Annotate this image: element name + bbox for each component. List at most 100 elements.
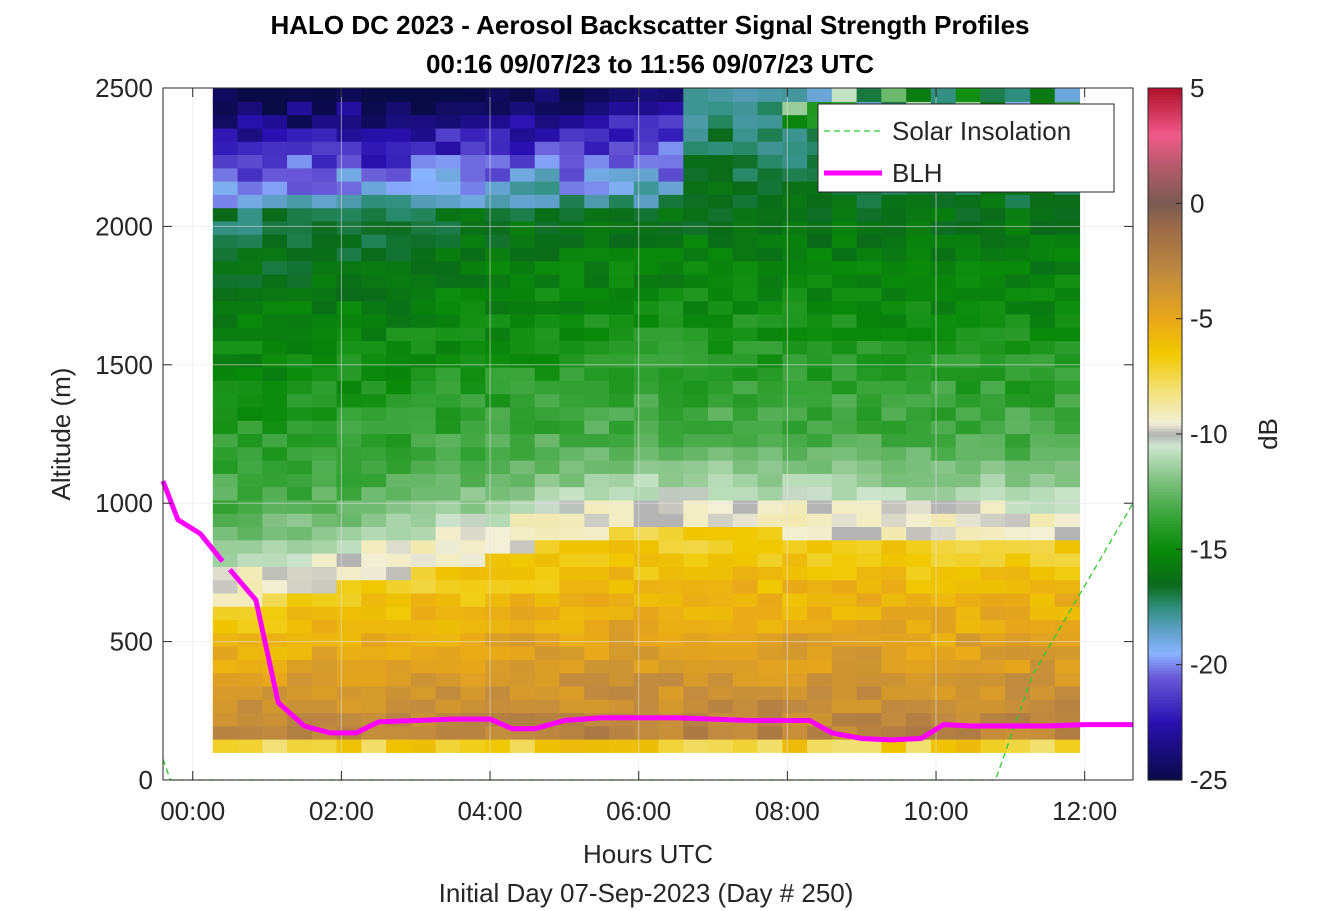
heatmap-cell — [782, 446, 808, 461]
heatmap-cell — [559, 499, 585, 514]
heatmap-cell — [906, 433, 932, 448]
heatmap-cell — [856, 685, 882, 700]
heatmap-cell — [460, 499, 486, 514]
colorbar-step — [1148, 733, 1182, 738]
colorbar-step — [1148, 765, 1182, 770]
heatmap-cell — [485, 274, 511, 288]
heatmap-cell — [336, 420, 362, 435]
colorbar-step — [1148, 373, 1182, 377]
heatmap-cell — [237, 420, 263, 435]
heatmap-cell — [658, 659, 684, 674]
heatmap-cell — [782, 274, 808, 288]
heatmap-cell — [658, 300, 684, 315]
heatmap-cell — [930, 393, 957, 408]
heatmap-cell — [386, 699, 412, 714]
heatmap-cell — [386, 632, 412, 647]
heatmap-cell — [237, 88, 263, 102]
colorbar-step — [1148, 457, 1182, 461]
colorbar-label: dB — [1253, 418, 1283, 450]
colorbar-step — [1148, 361, 1182, 366]
heatmap-cell — [584, 739, 610, 753]
colorbar-step — [1148, 745, 1182, 749]
heatmap-cell — [757, 672, 783, 687]
colorbar-step — [1148, 661, 1182, 666]
heatmap-cell — [509, 420, 536, 435]
heatmap-cell — [633, 446, 660, 461]
heatmap-cell — [336, 367, 362, 381]
heatmap-cell — [1005, 420, 1031, 435]
heatmap-cell — [435, 300, 462, 315]
heatmap-cell — [708, 553, 734, 567]
heatmap-cell — [633, 553, 660, 567]
heatmap-cell — [1054, 606, 1081, 621]
heatmap-cell — [955, 194, 982, 209]
heatmap-cell — [311, 340, 338, 355]
heatmap-cell — [287, 220, 313, 235]
heatmap-cell — [435, 553, 462, 567]
colorbar-step — [1148, 488, 1182, 493]
heatmap-cell — [1054, 526, 1081, 541]
heatmap-cell — [460, 101, 486, 116]
heatmap-cell — [485, 220, 511, 235]
heatmap-cell — [336, 207, 362, 222]
colorbar-step — [1148, 537, 1182, 542]
heatmap-cell — [584, 367, 610, 381]
colorbar-step — [1148, 532, 1182, 536]
heatmap-cell — [980, 739, 1006, 753]
heatmap-cell — [262, 553, 288, 567]
heatmap-cell — [237, 712, 263, 727]
heatmap-cell — [287, 672, 313, 687]
heatmap-cell — [757, 207, 783, 222]
heatmap-cell — [262, 659, 288, 674]
heatmap-cell — [559, 154, 585, 169]
heatmap-cell — [435, 247, 462, 262]
heatmap-cell — [435, 619, 462, 634]
heatmap-cell — [658, 88, 684, 102]
heatmap-cell — [386, 300, 412, 315]
colorbar-step — [1148, 434, 1182, 438]
colorbar-step — [1148, 514, 1182, 519]
heatmap-cell — [609, 114, 635, 129]
heatmap-cell — [708, 194, 734, 209]
heatmap-cell — [782, 606, 808, 621]
heatmap-cell — [782, 553, 808, 567]
heatmap-cell — [708, 619, 734, 634]
heatmap-cell — [287, 420, 313, 435]
heatmap-cell — [212, 88, 239, 102]
heatmap-cell — [708, 446, 734, 461]
heatmap-cell — [485, 114, 511, 129]
colorbar-step — [1148, 356, 1182, 360]
heatmap-cell — [386, 327, 412, 342]
heatmap-cell — [658, 619, 684, 634]
y-tick-label: 1000 — [95, 488, 153, 518]
heatmap-cell — [212, 486, 239, 501]
heatmap-cell — [906, 287, 932, 302]
heatmap-cell — [1054, 499, 1081, 514]
heatmap-cell — [683, 526, 709, 541]
colorbar-step — [1148, 540, 1182, 545]
heatmap-cell — [782, 619, 808, 634]
heatmap-cell — [708, 274, 734, 288]
heatmap-cell — [435, 739, 462, 753]
heatmap-cell — [732, 127, 759, 142]
heatmap-cell — [1054, 513, 1081, 528]
heatmap-cell — [485, 287, 511, 302]
heatmap-cell — [881, 260, 907, 275]
heatmap-cell — [1005, 699, 1031, 714]
heatmap-cell — [708, 606, 734, 621]
heatmap-cell — [807, 406, 833, 421]
heatmap-cell — [782, 433, 808, 448]
heatmap-cell — [509, 513, 536, 528]
heatmap-cell — [534, 513, 561, 528]
heatmap-cell — [831, 659, 858, 674]
heatmap-cell — [262, 380, 288, 395]
heatmap-cell — [782, 699, 808, 714]
colorbar-step — [1148, 529, 1182, 533]
heatmap-cell — [460, 141, 486, 156]
heatmap-cell — [609, 433, 635, 448]
heatmap-cell — [708, 739, 734, 753]
colorbar-step — [1148, 598, 1182, 602]
heatmap-cell — [856, 579, 882, 594]
heatmap-cell — [757, 579, 783, 594]
heatmap-cell — [609, 287, 635, 302]
